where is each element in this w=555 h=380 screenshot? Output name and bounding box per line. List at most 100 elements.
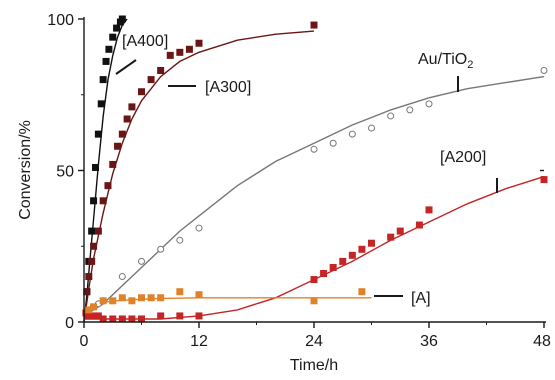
point-1-8: [114, 142, 122, 150]
point-1-12: [138, 88, 145, 96]
point-3-8: [138, 315, 145, 323]
point-1-5: [99, 197, 107, 205]
point-3-13: [320, 270, 328, 278]
point-3-5: [109, 315, 117, 323]
point-3-4: [99, 315, 107, 323]
point-1-7: [109, 160, 117, 168]
annotation-label-0: [A400]: [122, 33, 168, 50]
point-1-17: [185, 45, 193, 53]
point-3-17: [358, 245, 366, 253]
data-points: [82, 15, 548, 323]
point-3-10: [176, 312, 184, 320]
point-1-13: [147, 76, 155, 84]
point-3-20: [396, 227, 404, 235]
point-0-7: [99, 76, 107, 84]
y-tick-label-1: 50: [56, 164, 74, 181]
axes: 0 12 24 36 48 0 50 100: [47, 12, 551, 350]
point-1-6: [104, 182, 112, 190]
point-0-5: [94, 130, 102, 138]
y-tick-label-2: 100: [47, 12, 74, 29]
fit-line-0: [83, 18, 128, 323]
x-tick-label-3: 36: [420, 333, 438, 350]
point-2-15: [425, 100, 433, 108]
point-3-14: [329, 263, 337, 271]
point-3-9: [157, 312, 165, 320]
point-3-3: [94, 312, 102, 320]
annotations: [A400] [A300] Au/TiO2 [A200] [A]: [115, 33, 498, 307]
x-axis-title: Time/h: [290, 357, 338, 374]
point-3-11: [195, 312, 203, 320]
point-2-14: [406, 106, 414, 114]
point-4-5: [128, 297, 136, 305]
point-2-8: [195, 224, 203, 232]
point-1-3: [90, 242, 98, 250]
point-1-16: [176, 48, 184, 56]
point-0-8: [102, 57, 110, 65]
point-4-7: [147, 294, 155, 302]
point-1-10: [123, 115, 131, 123]
point-1-0: [83, 288, 91, 296]
point-3-12: [310, 276, 318, 284]
point-4-8: [157, 294, 165, 302]
point-4-1: [90, 303, 98, 311]
point-2-4: [118, 273, 126, 281]
point-3-7: [128, 315, 136, 323]
point-3-16: [348, 251, 356, 259]
point-1-2: [88, 257, 96, 265]
annotation-leader-0: [115, 59, 137, 75]
point-3-18: [368, 239, 375, 247]
point-2-9: [310, 145, 318, 153]
point-2-10: [329, 139, 337, 147]
fit-line-2: [83, 75, 545, 317]
point-4-10: [195, 291, 203, 299]
annotation-label-3: [A200]: [440, 149, 486, 166]
point-2-12: [368, 124, 375, 132]
point-0-4: [92, 163, 99, 171]
point-2-16: [540, 67, 548, 75]
point-4-0: [85, 306, 93, 314]
point-3-15: [339, 257, 347, 265]
annotation-label-4: [A]: [411, 290, 431, 307]
annotation-label-2: Au/TiO2: [418, 51, 473, 71]
point-4-12: [358, 288, 366, 296]
point-4-4: [118, 294, 126, 302]
point-4-11: [310, 297, 318, 305]
point-1-19: [310, 21, 318, 29]
point-4-2: [99, 297, 107, 305]
point-2-11: [348, 130, 356, 138]
y-tick-label-0: 0: [65, 315, 74, 332]
point-0-2: [88, 227, 96, 235]
point-3-21: [415, 221, 423, 229]
point-2-13: [387, 112, 395, 120]
point-0-3: [90, 197, 98, 205]
point-1-15: [166, 51, 174, 59]
point-2-6: [157, 245, 165, 253]
point-2-5: [138, 257, 145, 265]
point-1-9: [118, 130, 126, 138]
point-1-14: [157, 67, 165, 75]
x-tick-label-1: 12: [190, 333, 208, 350]
point-2-7: [176, 236, 184, 244]
point-4-9: [176, 288, 184, 296]
point-3-23: [540, 176, 548, 184]
point-1-18: [195, 39, 203, 47]
x-tick-label-2: 24: [305, 333, 323, 350]
point-1-4: [94, 227, 102, 235]
point-3-19: [387, 233, 395, 241]
point-0-13: [118, 15, 126, 23]
y-axis-title: Conversion/%: [17, 120, 34, 220]
x-tick-label-0: 0: [80, 333, 89, 350]
point-1-1: [85, 273, 93, 281]
point-1-11: [128, 103, 136, 111]
point-0-9: [105, 45, 113, 53]
point-3-1: [85, 312, 93, 320]
fit-line-4: [83, 297, 372, 311]
point-0-10: [109, 33, 117, 41]
point-0-11: [113, 24, 121, 32]
x-tick-label-4: 48: [533, 333, 551, 350]
point-3-2: [90, 312, 98, 320]
point-3-22: [425, 206, 433, 214]
annotation-label-1: [A300]: [205, 79, 251, 96]
